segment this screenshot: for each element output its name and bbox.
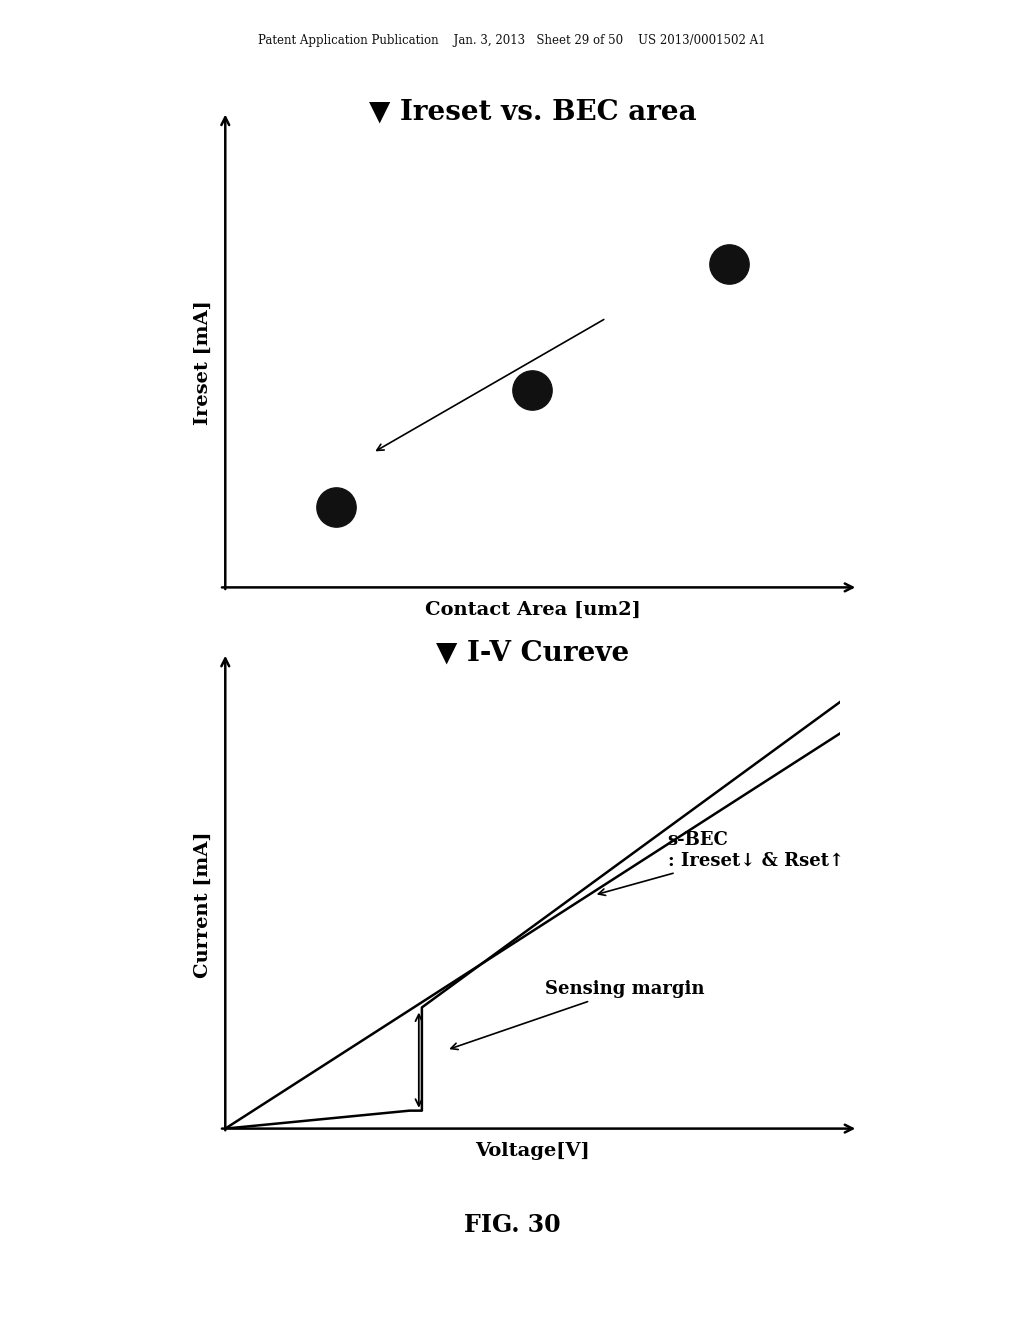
- Text: s-BEC
: Ireset↓ & Rset↑: s-BEC : Ireset↓ & Rset↑: [598, 832, 844, 895]
- X-axis label: Contact Area [um2]: Contact Area [um2]: [425, 602, 640, 619]
- Point: [721, 253, 737, 275]
- X-axis label: Voltage[V]: Voltage[V]: [475, 1143, 590, 1160]
- Point: [328, 496, 344, 517]
- Text: FIG. 30: FIG. 30: [464, 1213, 560, 1237]
- Y-axis label: Ireset [mA]: Ireset [mA]: [194, 301, 211, 425]
- Y-axis label: Current [mA]: Current [mA]: [194, 830, 211, 978]
- Text: Patent Application Publication    Jan. 3, 2013   Sheet 29 of 50    US 2013/00015: Patent Application Publication Jan. 3, 2…: [258, 34, 766, 48]
- Point: [524, 379, 541, 400]
- Title: ▼ I-V Cureve: ▼ I-V Cureve: [436, 639, 629, 667]
- Title: ▼ Ireset vs. BEC area: ▼ Ireset vs. BEC area: [369, 98, 696, 125]
- Text: Sensing margin: Sensing margin: [451, 979, 705, 1049]
